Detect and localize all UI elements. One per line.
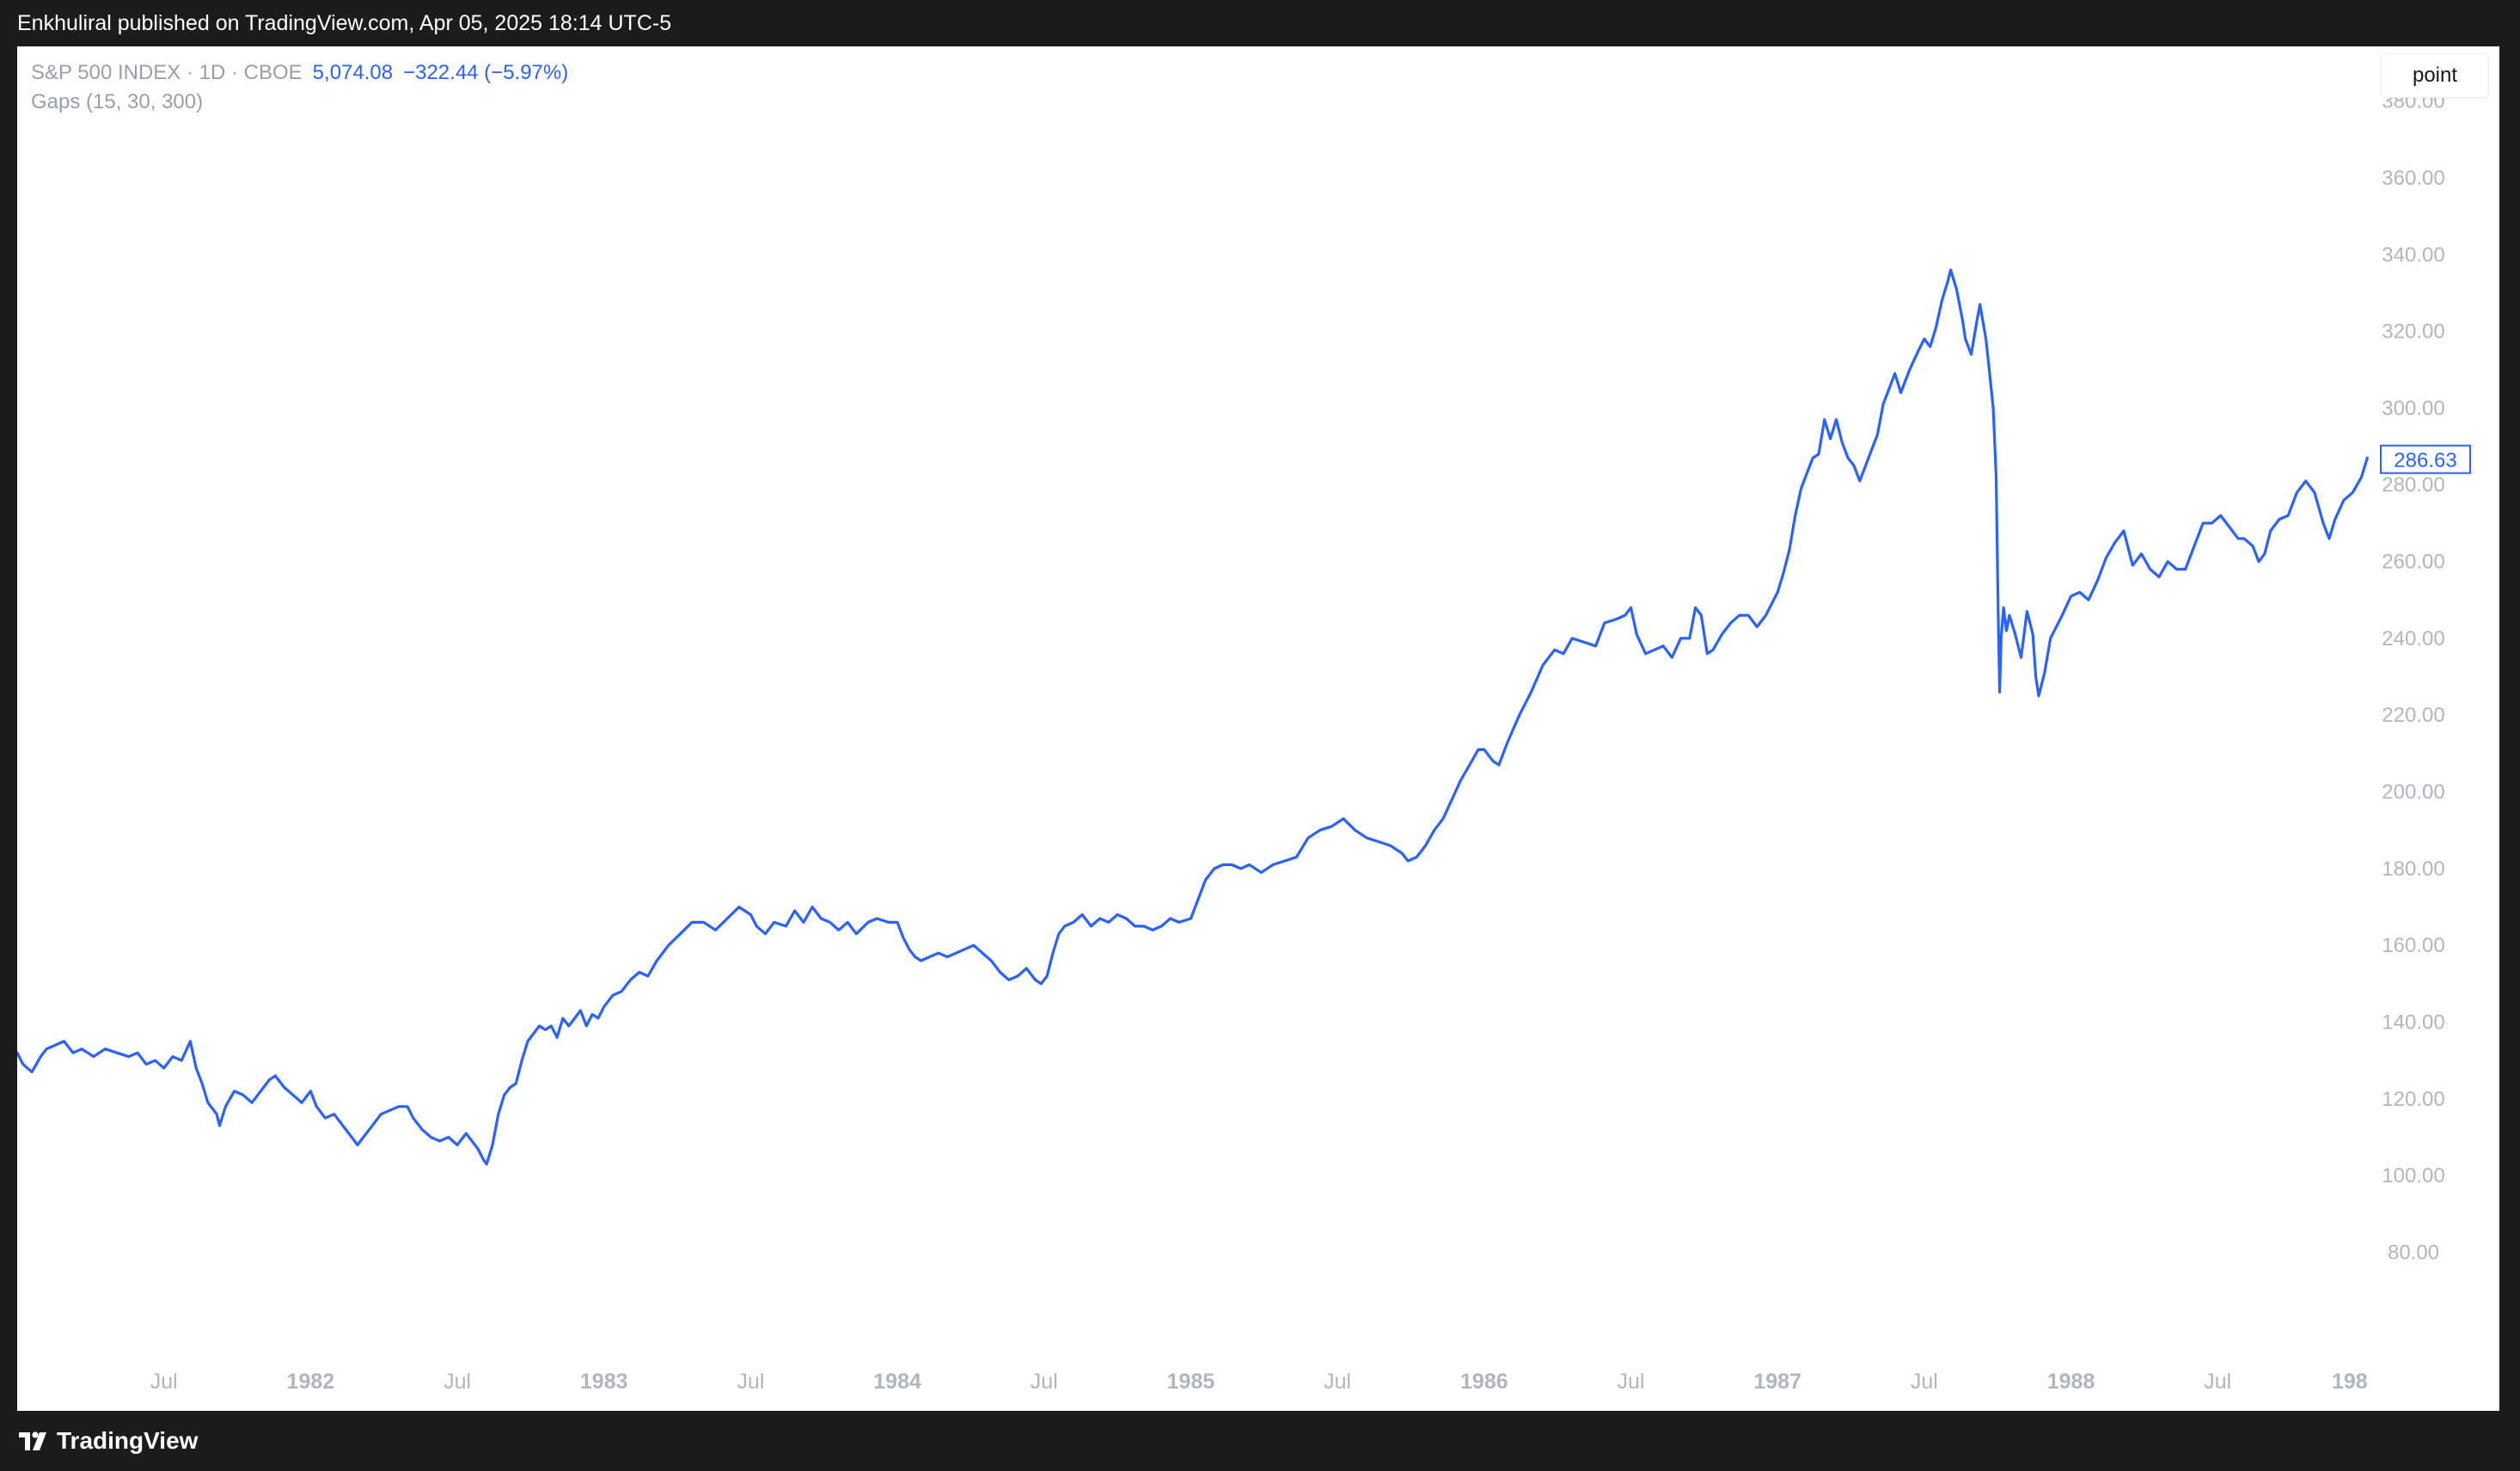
y-tick-label: 140.00 (2382, 1011, 2444, 1035)
y-tick-label: 120.00 (2382, 1088, 2444, 1111)
chart-legend: S&P 500 INDEX · 1D · CBOE 5,074.08 −322.44… (31, 58, 568, 117)
x-tick-label: 1982 (287, 1370, 335, 1394)
y-axis: 80.00 100.00 120.00 140.00 160.00 180.00 200.0… (2382, 90, 2444, 1265)
x-tick-label: 1987 (1753, 1370, 1801, 1394)
x-tick-label: 1984 (873, 1370, 921, 1394)
footer-bar: TradingView (0, 1411, 2520, 1471)
x-tick-label: Jul (443, 1370, 471, 1394)
x-tick-label: 1988 (2047, 1370, 2095, 1394)
last-price-value: 286.63 (2394, 449, 2456, 473)
y-tick-label: 280.00 (2382, 473, 2444, 497)
x-tick-label: Jul (150, 1370, 178, 1394)
y-tick-label: 360.00 (2382, 167, 2444, 190)
published-text: Enkhuliral published on TradingView.com,… (17, 11, 672, 35)
y-tick-label: 220.00 (2382, 704, 2444, 727)
y-tick-label: 340.00 (2382, 243, 2444, 266)
y-tick-label: 180.00 (2382, 858, 2444, 881)
price-change: −322.44 (−5.97%) (403, 61, 569, 84)
last-price-box (2380, 444, 2471, 474)
x-axis: Jul 1982 Jul 1983 Jul 1984 Jul 1985 Jul 1986 Jul 19… (150, 1370, 2368, 1394)
symbol-name[interactable]: S&P 500 INDEX · 1D · CBOE (31, 61, 303, 84)
price-chart[interactable]: 80.00 100.00 120.00 140.00 160.00 180.00 200.0… (17, 46, 2499, 1411)
y-tick-label: 200.00 (2382, 781, 2444, 804)
x-tick-label: 1985 (1167, 1370, 1215, 1394)
y-tick-label: 100.00 (2382, 1164, 2444, 1187)
tradingview-logo-icon (19, 1431, 46, 1450)
x-tick-label: Jul (1911, 1370, 1938, 1394)
price-unit-badge[interactable]: point (2381, 53, 2489, 98)
x-tick-label: Jul (1324, 1370, 1351, 1394)
footer-brand[interactable]: TradingView (57, 1427, 199, 1454)
price-series-line (17, 268, 2369, 1166)
x-tick-label: 198 (2332, 1370, 2368, 1394)
y-tick-label: 160.00 (2382, 934, 2444, 957)
x-tick-label: Jul (1618, 1370, 1645, 1394)
symbol-row: S&P 500 INDEX · 1D · CBOE 5,074.08 −322.44… (31, 58, 568, 88)
x-tick-label: 1986 (1460, 1370, 1508, 1394)
y-tick-label: 80.00 (2388, 1242, 2439, 1265)
y-tick-label: 300.00 (2382, 397, 2444, 420)
indicator-label[interactable]: Gaps (15, 30, 300) (31, 90, 204, 113)
chart-panel[interactable]: 80.00 100.00 120.00 140.00 160.00 180.00 200.0… (17, 46, 2499, 1411)
x-tick-label: Jul (737, 1370, 764, 1394)
x-tick-label: Jul (1031, 1370, 1058, 1394)
y-tick-label: 320.00 (2382, 320, 2444, 344)
last-price-label: 286.63 (2380, 444, 2471, 474)
y-tick-label: 240.00 (2382, 627, 2444, 650)
x-tick-label: Jul (2204, 1370, 2231, 1394)
x-tick-label: 1983 (580, 1370, 628, 1394)
publisher-bar: Enkhuliral published on TradingView.com,… (0, 0, 2520, 46)
last-price: 5,074.08 (312, 61, 394, 84)
y-tick-label: 260.00 (2382, 551, 2444, 574)
